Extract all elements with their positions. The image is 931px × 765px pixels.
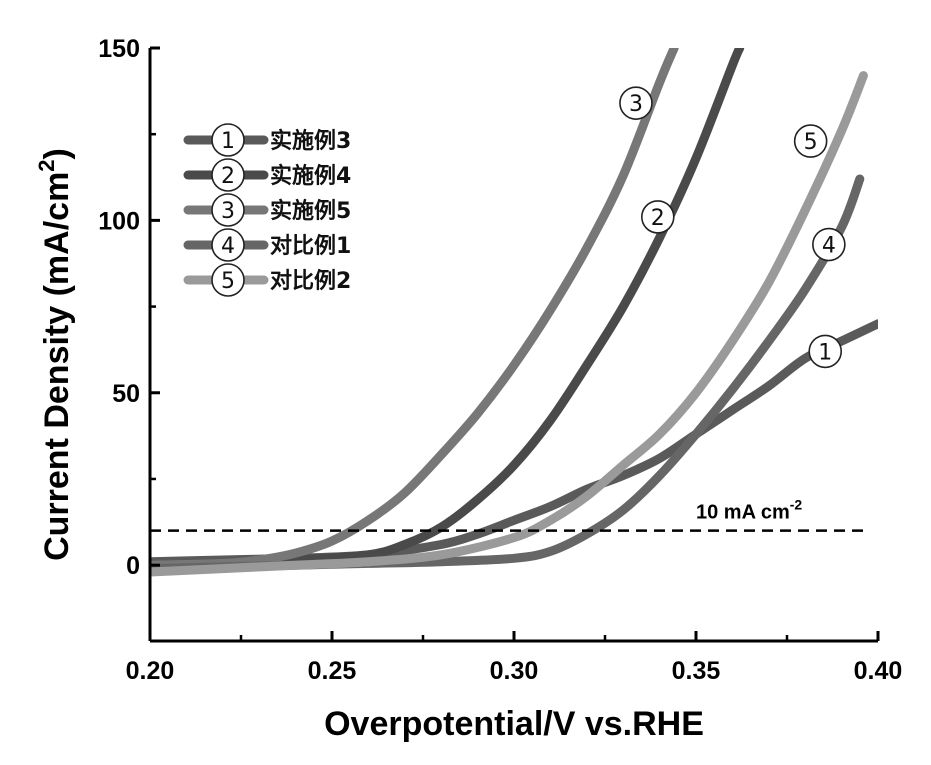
x-tick-label: 0.35 [672, 657, 721, 685]
series-lines [150, 48, 878, 572]
legend-marker-label: 5 [221, 269, 235, 294]
legend-item: 4 对比例1 [188, 229, 351, 261]
legend-label: 实施例4 [270, 163, 351, 189]
y-tick-label: 50 [112, 380, 140, 408]
y-tick-label: 0 [126, 552, 140, 580]
legend-marker-label: 3 [221, 199, 235, 224]
curve-marker-label: 2 [651, 206, 665, 231]
legend-item: 1 实施例3 [188, 124, 351, 156]
curve-marker-label: 5 [804, 130, 818, 155]
x-tick-label: 0.40 [854, 657, 903, 685]
x-tick-label: 0.25 [308, 657, 357, 685]
curve-marker-label: 1 [818, 340, 832, 365]
x-tick-label: 0.30 [490, 657, 539, 685]
legend-marker-label: 1 [221, 129, 235, 154]
y-tick-label: 100 [98, 207, 140, 235]
reference-label: 10 mA cm-2 [696, 497, 802, 524]
legend: 1 实施例3 2 实施例4 3 实施例5 4 对比例1 5 对比例2 [188, 124, 351, 296]
x-tick-label: 0.20 [126, 657, 175, 685]
legend-item: 2 实施例4 [188, 159, 351, 191]
series-line-5 [150, 76, 863, 572]
curve-marker-label: 4 [822, 234, 836, 259]
legend-item: 5 对比例2 [188, 264, 351, 296]
y-tick-label: 150 [98, 35, 140, 63]
curve-marker-label: 3 [629, 92, 643, 117]
legend-label: 对比例1 [270, 234, 351, 259]
y-axis-title: Current Density (mA/cm2) [34, 148, 76, 561]
legend-item: 3 实施例5 [188, 194, 351, 226]
legend-label: 实施例3 [270, 128, 351, 154]
x-axis-title: Overpotential/V vs.RHE [324, 705, 704, 743]
legend-marker-label: 4 [221, 234, 235, 259]
legend-label: 实施例5 [270, 198, 351, 224]
legend-marker-label: 2 [221, 164, 235, 189]
legend-label: 对比例2 [270, 269, 351, 294]
